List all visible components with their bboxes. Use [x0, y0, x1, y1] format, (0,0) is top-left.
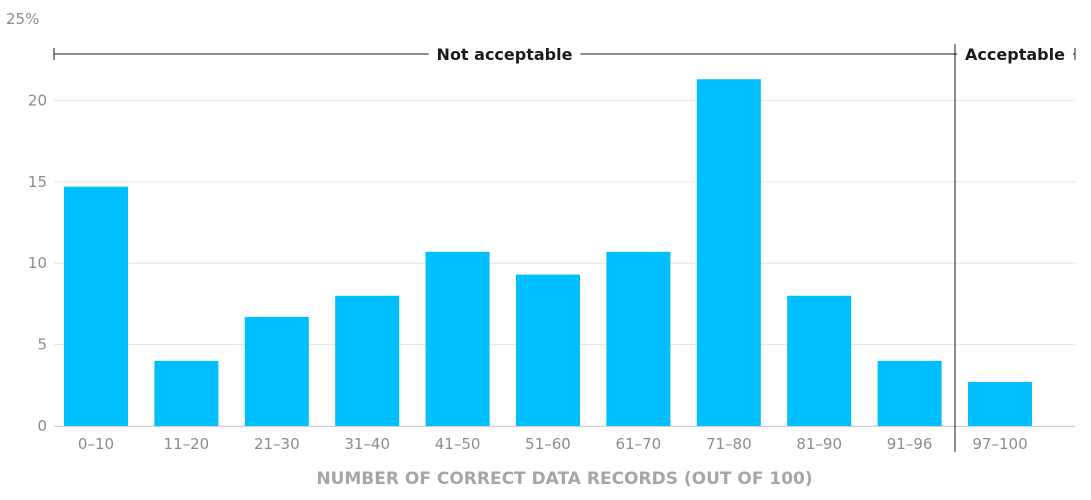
bracket-label: Not acceptable [437, 45, 573, 64]
x-tick-label: 11–20 [164, 435, 210, 453]
bar [425, 251, 490, 426]
x-tick-label: 71–80 [706, 435, 752, 453]
bar [154, 360, 219, 426]
y-tick-label: 5 [37, 336, 47, 354]
bar [335, 295, 400, 426]
bar [877, 360, 942, 426]
bars-layer [64, 79, 1032, 427]
x-tick-label: 61–70 [616, 435, 662, 453]
x-tick-label: 91–96 [887, 435, 933, 453]
bracket-annotations: Not acceptable Acceptable [53, 44, 1076, 452]
y-tick-label: 0 [37, 417, 47, 435]
x-axis-ticks: 0–10 11–20 21–30 31–40 41–50 51–60 61–70 71–80 8… [78, 435, 1028, 453]
x-tick-label: 0–10 [78, 435, 114, 453]
bar [968, 382, 1032, 426]
bar [606, 251, 671, 426]
x-tick-label: 51–60 [525, 435, 571, 453]
bar [516, 274, 580, 426]
x-axis-title: NUMBER OF CORRECT DATA RECORDS (OUT OF 1… [316, 469, 812, 489]
bar [244, 316, 309, 426]
bracket-label: Acceptable [965, 45, 1065, 64]
bar [696, 79, 761, 427]
y-axis-ticks: 0 5 10 15 20 25% [6, 10, 47, 435]
bar [787, 295, 852, 426]
x-tick-label: 41–50 [435, 435, 481, 453]
y-tick-label: 20 [28, 91, 47, 109]
x-tick-label: 21–30 [254, 435, 300, 453]
y-tick-label: 15 [28, 173, 47, 191]
bar [64, 186, 128, 426]
x-tick-label: 97–100 [972, 435, 1027, 453]
y-tick-label: 10 [28, 254, 47, 272]
y-tick-label: 25% [6, 10, 39, 28]
x-tick-label: 81–90 [796, 435, 842, 453]
x-tick-label: 31–40 [344, 435, 390, 453]
